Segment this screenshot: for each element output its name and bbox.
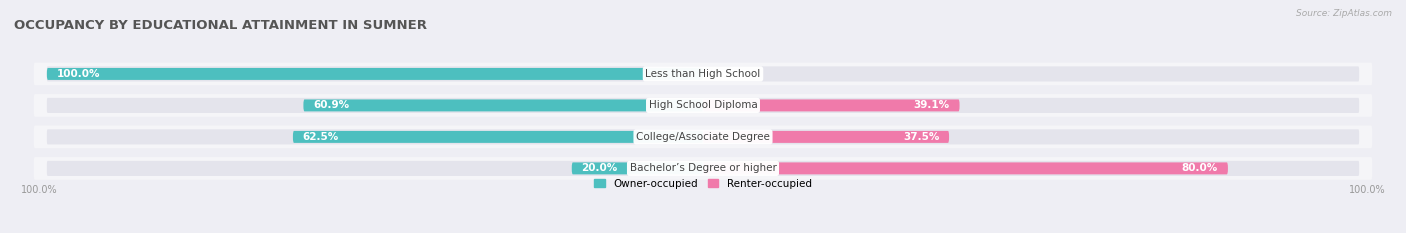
- Text: 20.0%: 20.0%: [582, 163, 617, 173]
- FancyBboxPatch shape: [46, 98, 1360, 113]
- Text: Less than High School: Less than High School: [645, 69, 761, 79]
- FancyBboxPatch shape: [46, 161, 1360, 176]
- FancyBboxPatch shape: [46, 129, 1360, 144]
- FancyBboxPatch shape: [34, 126, 1372, 148]
- FancyBboxPatch shape: [572, 162, 703, 174]
- Text: 60.9%: 60.9%: [314, 100, 349, 110]
- Text: 100.0%: 100.0%: [21, 185, 58, 195]
- Text: 80.0%: 80.0%: [1182, 163, 1218, 173]
- Text: Bachelor’s Degree or higher: Bachelor’s Degree or higher: [630, 163, 776, 173]
- Text: College/Associate Degree: College/Associate Degree: [636, 132, 770, 142]
- Text: 100.0%: 100.0%: [56, 69, 100, 79]
- FancyBboxPatch shape: [34, 157, 1372, 180]
- Text: 39.1%: 39.1%: [914, 100, 949, 110]
- FancyBboxPatch shape: [703, 162, 1227, 174]
- Legend: Owner-occupied, Renter-occupied: Owner-occupied, Renter-occupied: [591, 175, 815, 193]
- Text: High School Diploma: High School Diploma: [648, 100, 758, 110]
- FancyBboxPatch shape: [292, 131, 703, 143]
- FancyBboxPatch shape: [703, 131, 949, 143]
- Text: OCCUPANCY BY EDUCATIONAL ATTAINMENT IN SUMNER: OCCUPANCY BY EDUCATIONAL ATTAINMENT IN S…: [14, 19, 427, 32]
- FancyBboxPatch shape: [304, 99, 703, 111]
- Text: 37.5%: 37.5%: [903, 132, 939, 142]
- FancyBboxPatch shape: [34, 94, 1372, 117]
- FancyBboxPatch shape: [46, 68, 703, 80]
- Text: 62.5%: 62.5%: [302, 132, 339, 142]
- Text: 100.0%: 100.0%: [1348, 185, 1385, 195]
- Text: Source: ZipAtlas.com: Source: ZipAtlas.com: [1296, 9, 1392, 18]
- FancyBboxPatch shape: [46, 66, 1360, 82]
- FancyBboxPatch shape: [703, 99, 959, 111]
- FancyBboxPatch shape: [34, 63, 1372, 85]
